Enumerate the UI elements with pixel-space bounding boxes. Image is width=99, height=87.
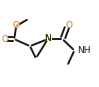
Text: O: O — [1, 35, 9, 44]
Text: N: N — [44, 34, 51, 43]
Text: O: O — [12, 21, 19, 30]
Text: NH: NH — [77, 46, 92, 55]
Text: O: O — [12, 21, 20, 30]
Text: NH: NH — [77, 46, 90, 55]
Text: O: O — [1, 35, 8, 44]
Text: N: N — [44, 34, 52, 43]
Text: O: O — [65, 21, 72, 30]
Text: N: N — [44, 34, 52, 43]
Text: N: N — [44, 34, 51, 43]
Text: O: O — [65, 21, 73, 30]
